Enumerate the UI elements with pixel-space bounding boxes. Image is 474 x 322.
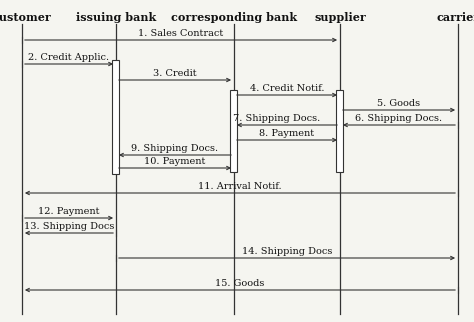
- Text: 3. Credit: 3. Credit: [153, 69, 197, 78]
- Text: 2. Credit Applic.: 2. Credit Applic.: [28, 53, 109, 62]
- Text: issuing bank: issuing bank: [76, 12, 156, 23]
- Text: carrier: carrier: [437, 12, 474, 23]
- Text: 15. Goods: 15. Goods: [215, 279, 264, 288]
- Text: 9. Shipping Docs.: 9. Shipping Docs.: [131, 144, 219, 153]
- Text: 7. Shipping Docs.: 7. Shipping Docs.: [233, 114, 320, 123]
- Text: 10. Payment: 10. Payment: [144, 157, 206, 166]
- Bar: [230, 90, 237, 172]
- Text: supplier: supplier: [314, 12, 366, 23]
- Bar: [337, 90, 344, 172]
- Text: 1. Sales Contract: 1. Sales Contract: [138, 29, 224, 38]
- Text: 5. Goods: 5. Goods: [377, 99, 420, 108]
- Text: 13. Shipping Docs: 13. Shipping Docs: [24, 222, 114, 231]
- Text: 8. Payment: 8. Payment: [259, 129, 315, 138]
- Text: customer: customer: [0, 12, 51, 23]
- Text: 14. Shipping Docs: 14. Shipping Docs: [242, 247, 332, 256]
- Text: 12. Payment: 12. Payment: [38, 207, 100, 216]
- Text: corresponding bank: corresponding bank: [171, 12, 297, 23]
- Bar: [112, 60, 119, 174]
- Text: 4. Credit Notif.: 4. Credit Notif.: [250, 84, 324, 93]
- Text: 6. Shipping Docs.: 6. Shipping Docs.: [356, 114, 443, 123]
- Text: 11. Arrival Notif.: 11. Arrival Notif.: [198, 182, 282, 191]
